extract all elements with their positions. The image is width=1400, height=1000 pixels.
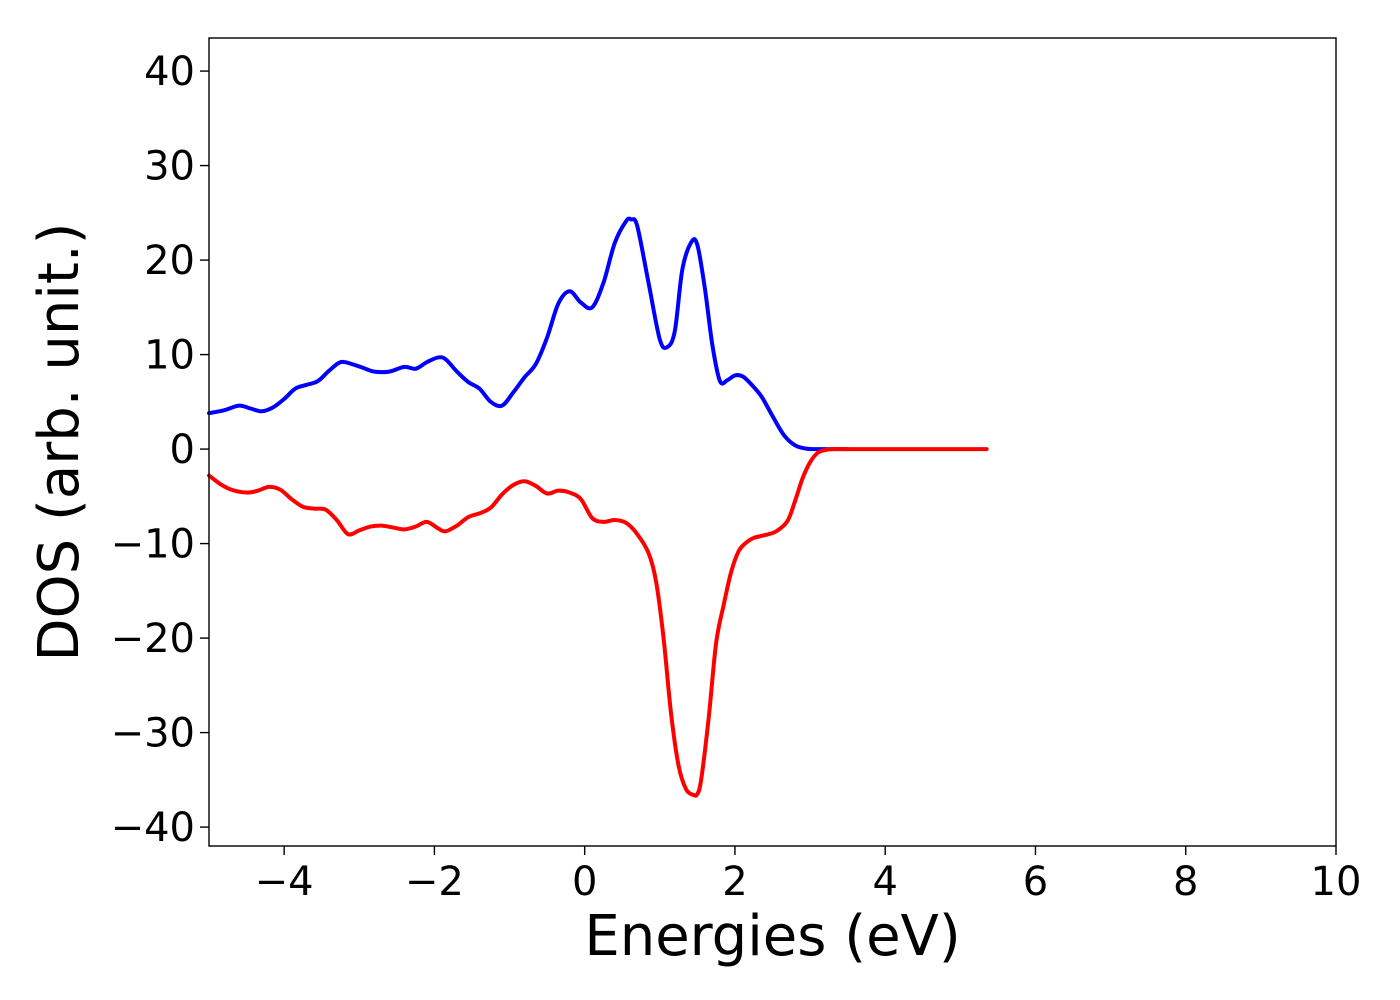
y-tick-label: 10 [144,333,195,379]
y-tick-label: 0 [170,427,195,473]
plot-frame [208,37,1337,847]
spin-up-line [207,216,850,452]
y-tick-label: −30 [111,711,195,757]
y-tick-label: 30 [144,144,195,190]
x-axis-ticks: −4 −2 0 2 4 6 8 10 [255,846,1362,905]
y-tick-label: −20 [111,616,195,662]
spin-down-line [207,447,989,798]
y-tick-label: 20 [144,238,195,284]
series-layer [207,216,989,798]
y-tick-label: 40 [144,49,195,95]
x-tick-label: −4 [255,859,314,905]
x-tick-label: 10 [1311,859,1362,905]
x-axis-label: Energies (eV) [584,904,960,969]
y-tick-label: −40 [111,805,195,851]
y-axis-label: DOS (arb. unit.) [27,222,92,661]
y-tick-label: −10 [111,522,195,568]
x-tick-label: 4 [872,859,897,905]
x-tick-label: 8 [1173,859,1198,905]
x-tick-label: 2 [722,859,747,905]
x-tick-label: 6 [1023,859,1048,905]
y-axis-ticks: −40 −30 −20 −10 0 10 20 30 40 [111,49,209,851]
x-tick-label: −2 [405,859,464,905]
x-tick-label: 0 [572,859,597,905]
